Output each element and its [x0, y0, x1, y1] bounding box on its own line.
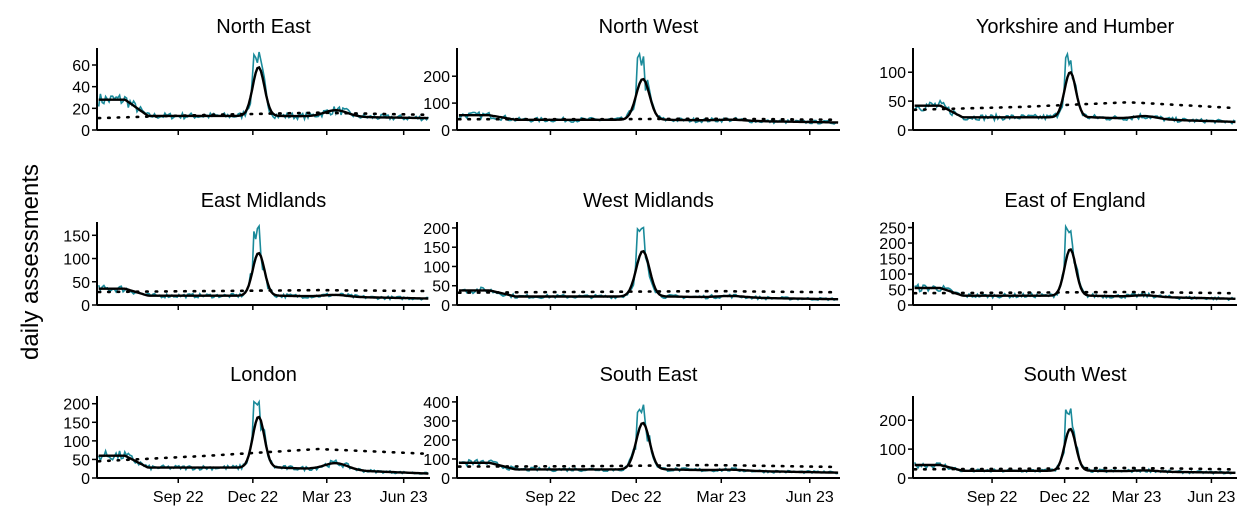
panel-yorkshire-and-humber: Yorkshire and Humber 0 50 100	[879, 16, 1237, 140]
y-tick-label: 0	[441, 298, 450, 315]
smoothed-series-line	[98, 415, 429, 475]
baseline-dotted-line	[457, 463, 840, 469]
panel-title: North East	[216, 16, 311, 38]
x-tick-label: Jun 23	[380, 489, 428, 506]
baseline-dotted-line	[457, 117, 840, 122]
y-tick-label: 200	[423, 221, 450, 238]
panel-north-east: North East 0 20 40 60	[72, 16, 430, 140]
smoothed-series-line	[914, 248, 1236, 300]
y-tick-label: 200	[63, 397, 90, 414]
smoothed-series-line	[458, 77, 839, 124]
baseline-dotted-line	[457, 289, 840, 294]
y-tick-label: 200	[879, 413, 906, 430]
x-tick-label: Dec 22	[611, 489, 662, 506]
baseline-dotted-line	[913, 100, 1237, 112]
panel-title: London	[230, 364, 297, 386]
baseline-dotted-line	[97, 447, 430, 463]
y-tick-label: 0	[81, 471, 90, 488]
y-tick-label: 50	[888, 283, 906, 300]
y-tick-label: 100	[879, 267, 906, 284]
x-tick-label: Mar 23	[302, 489, 352, 506]
y-tick-label: 50	[72, 275, 90, 292]
y-tick-label: 0	[81, 123, 90, 140]
y-tick-label: 100	[63, 434, 90, 451]
panel-south-west: South West 0 100 200 Sep 22 Dec 22 Mar 23 Jun 2…	[879, 364, 1237, 506]
x-tick-label: Dec 22	[227, 489, 278, 506]
y-tick-label: 60	[72, 58, 90, 75]
x-tick-label: Jun 23	[786, 489, 834, 506]
y-tick-label: 50	[432, 279, 450, 296]
baseline-dotted-line	[913, 290, 1237, 295]
y-tick-label: 200	[423, 69, 450, 86]
smoothed-series-line	[914, 70, 1236, 124]
smoothed-series-line	[914, 427, 1236, 474]
x-tick-label: Jun 23	[1187, 489, 1235, 506]
panel-south-east: South East 0 100 200 300 400 Sep 22 Dec 22 Mar 2…	[423, 364, 840, 506]
y-tick-label: 40	[72, 80, 90, 97]
y-tick-label: 150	[423, 240, 450, 257]
panel-title: Yorkshire and Humber	[976, 16, 1175, 38]
y-tick-label: 100	[63, 252, 90, 269]
y-axis-label: daily assessments	[17, 164, 44, 360]
panel-title: East of England	[1004, 190, 1145, 212]
baseline-dotted-line	[97, 111, 430, 120]
baseline-dotted-line	[913, 466, 1237, 471]
panel-east-midlands: East Midlands 0 50 100 150	[63, 190, 430, 315]
panel-title: North West	[599, 16, 699, 38]
y-tick-label: 200	[879, 236, 906, 253]
panel-title: East Midlands	[201, 190, 327, 212]
x-tick-label: Sep 22	[967, 489, 1018, 506]
panel-title: South East	[600, 364, 698, 386]
panel-title: South West	[1023, 364, 1126, 386]
y-tick-label: 0	[441, 471, 450, 488]
y-tick-label: 250	[879, 221, 906, 238]
y-tick-label: 150	[63, 228, 90, 245]
y-tick-label: 0	[897, 298, 906, 315]
y-tick-label: 0	[81, 298, 90, 315]
y-tick-label: 100	[423, 259, 450, 276]
smoothed-series-line	[458, 249, 839, 301]
x-tick-label: Mar 23	[1112, 489, 1162, 506]
y-tick-label: 0	[897, 471, 906, 488]
y-tick-label: 50	[888, 94, 906, 111]
y-tick-label: 100	[423, 96, 450, 113]
y-tick-label: 150	[63, 415, 90, 432]
x-tick-label: Dec 22	[1039, 489, 1090, 506]
x-tick-label: Sep 22	[153, 489, 204, 506]
x-tick-label: Mar 23	[696, 489, 746, 506]
panel-west-midlands: West Midlands 0 50 100 150 200	[423, 190, 840, 315]
y-tick-label: 50	[72, 452, 90, 469]
y-tick-label: 0	[897, 123, 906, 140]
y-tick-label: 100	[423, 452, 450, 469]
y-tick-label: 200	[423, 433, 450, 450]
panel-north-west: North West 0 100 200	[423, 16, 840, 140]
baseline-dotted-line	[97, 288, 430, 294]
y-tick-label: 0	[441, 123, 450, 140]
smoothed-series-line	[458, 421, 839, 474]
smoothed-series-line	[98, 65, 429, 120]
y-tick-label: 150	[879, 252, 906, 269]
panel-title: West Midlands	[583, 190, 714, 212]
y-tick-label: 100	[879, 442, 906, 459]
y-tick-label: 20	[72, 101, 90, 118]
x-tick-label: Sep 22	[525, 489, 576, 506]
smoothed-series-line	[98, 251, 429, 300]
y-tick-label: 300	[423, 414, 450, 431]
y-tick-label: 100	[879, 65, 906, 82]
y-tick-label: 400	[423, 395, 450, 412]
